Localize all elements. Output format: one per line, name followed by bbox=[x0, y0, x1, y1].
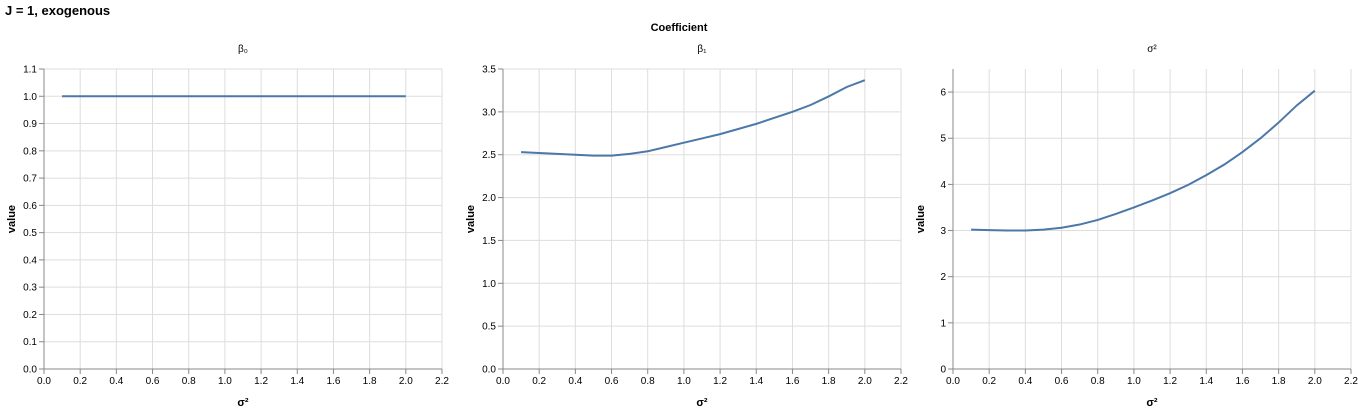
y-tick-label: 3.0 bbox=[482, 107, 496, 118]
y-tick-label: 0.9 bbox=[23, 119, 37, 130]
facet-title: β₀ bbox=[238, 44, 248, 55]
x-tick-label: 1.8 bbox=[363, 376, 377, 387]
column-header: Coefficient bbox=[651, 22, 708, 34]
y-tick-label: 6 bbox=[940, 88, 946, 99]
y-tick-label: 3 bbox=[940, 226, 946, 237]
x-tick-label: 2.2 bbox=[894, 376, 908, 387]
y-axis-title: value bbox=[915, 205, 927, 233]
y-tick-label: 0.6 bbox=[23, 201, 37, 212]
x-tick-label: 0.2 bbox=[982, 376, 996, 387]
x-tick-label: 1.4 bbox=[290, 376, 304, 387]
y-tick-label: 1.0 bbox=[482, 279, 496, 290]
x-tick-label: 1.4 bbox=[1199, 376, 1213, 387]
x-tick-label: 1.2 bbox=[254, 376, 268, 387]
x-tick-label: 1.8 bbox=[1272, 376, 1286, 387]
facet-panels: 0.0 0.2 0.4 0.6 0.8 1.0 1.2 1.4 1.6 1.8 2.0 2.20.00… bbox=[6, 44, 1358, 409]
x-axis-title: σ² bbox=[1146, 397, 1158, 409]
facet-title: β₁ bbox=[697, 44, 707, 55]
x-tick-label: 1.6 bbox=[786, 376, 800, 387]
y-tick-label: 0.5 bbox=[482, 322, 496, 333]
x-tick-label: 1.2 bbox=[1163, 376, 1177, 387]
x-tick-label: 2.2 bbox=[1344, 376, 1358, 387]
y-tick-label: 0.4 bbox=[23, 255, 37, 266]
y-tick-label: 3.5 bbox=[482, 65, 496, 76]
y-tick-label: 5 bbox=[940, 134, 946, 145]
x-tick-label: 0.8 bbox=[641, 376, 655, 387]
y-tick-label: 0.5 bbox=[23, 228, 37, 239]
y-tick-label: 2.0 bbox=[482, 193, 496, 204]
facet-title: σ² bbox=[1147, 44, 1157, 55]
x-tick-label: 0.0 bbox=[946, 376, 960, 387]
y-tick-label: 1 bbox=[940, 318, 946, 329]
x-tick-label: 1.4 bbox=[749, 376, 763, 387]
x-tick-label: 2.0 bbox=[399, 376, 413, 387]
x-tick-label: 0.4 bbox=[568, 376, 582, 387]
facet-panel-1: 0.0 0.2 0.4 0.6 0.8 1.0 1.2 1.4 1.6 1.8 2.0 2.2 0.0 0… bbox=[465, 44, 908, 409]
y-tick-label: 1.0 bbox=[23, 92, 37, 103]
x-tick-label: 0.6 bbox=[146, 376, 160, 387]
x-tick-label: 0.6 bbox=[1055, 376, 1069, 387]
x-tick-label: 1.0 bbox=[677, 376, 691, 387]
x-tick-label: 1.6 bbox=[327, 376, 341, 387]
x-tick-label: 0.0 bbox=[37, 376, 51, 387]
x-tick-label: 0.2 bbox=[73, 376, 87, 387]
y-tick-label: 0.8 bbox=[23, 146, 37, 157]
x-tick-label: 1.0 bbox=[218, 376, 232, 387]
x-tick-label: 0.6 bbox=[605, 376, 619, 387]
y-tick-label: 0.7 bbox=[23, 174, 37, 185]
x-tick-label: 1.6 bbox=[1236, 376, 1250, 387]
facet-panel-2: 0.0 0.2 0.4 0.6 0.8 1.0 1.2 1.4 1.6 1.8 2.0 2.2 0 1 2 3… bbox=[915, 44, 1358, 409]
y-axis-title: value bbox=[465, 205, 477, 233]
x-axis-title: σ² bbox=[237, 397, 249, 409]
x-tick-label: 0.8 bbox=[1091, 376, 1105, 387]
x-tick-label: 0.4 bbox=[1018, 376, 1032, 387]
facet-panel-0: 0.0 0.2 0.4 0.6 0.8 1.0 1.2 1.4 1.6 1.8 2.0 2.2 0.0 0… bbox=[6, 44, 449, 409]
x-tick-label: 1.8 bbox=[822, 376, 836, 387]
x-tick-label: 2.2 bbox=[435, 376, 449, 387]
y-tick-label: 0.0 bbox=[482, 365, 496, 376]
y-tick-label: 4 bbox=[940, 180, 946, 191]
x-tick-label: 0.0 bbox=[496, 376, 510, 387]
y-tick-label: 0.0 bbox=[23, 365, 37, 376]
x-tick-label: 2.0 bbox=[1308, 376, 1322, 387]
x-tick-label: 0.2 bbox=[532, 376, 546, 387]
y-tick-label: 1.5 bbox=[482, 236, 496, 247]
x-tick-label: 1.2 bbox=[713, 376, 727, 387]
y-tick-label: 2 bbox=[940, 272, 946, 283]
y-tick-label: 0.1 bbox=[23, 337, 37, 348]
y-axis-title: value bbox=[6, 205, 18, 233]
y-tick-label: 0 bbox=[940, 365, 946, 376]
x-tick-label: 2.0 bbox=[858, 376, 872, 387]
x-tick-label: 1.0 bbox=[1127, 376, 1141, 387]
y-tick-label: 2.5 bbox=[482, 150, 496, 161]
x-axis-title: σ² bbox=[696, 397, 708, 409]
y-tick-label: 1.1 bbox=[23, 65, 37, 76]
x-tick-label: 0.8 bbox=[182, 376, 196, 387]
series-line bbox=[971, 89, 1316, 232]
x-tick-label: 0.4 bbox=[109, 376, 123, 387]
y-tick-label: 0.3 bbox=[23, 283, 37, 294]
series-line bbox=[521, 79, 866, 157]
y-tick-label: 0.2 bbox=[23, 310, 37, 321]
figure-title: J = 1, exogenous bbox=[5, 3, 110, 18]
